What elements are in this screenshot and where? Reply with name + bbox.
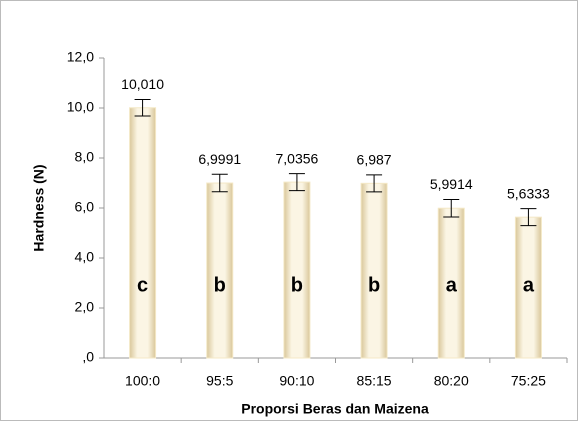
- x-axis-title: Proporsi Beras dan Maizena: [241, 401, 429, 417]
- bar: [283, 181, 311, 359]
- significance-letter: a: [523, 274, 535, 296]
- significance-letter: b: [368, 274, 380, 296]
- y-tick-label: 4,0: [75, 249, 95, 265]
- bar: [437, 207, 465, 359]
- y-tick-label: 8,0: [75, 149, 95, 165]
- y-tick-label: 2,0: [75, 299, 95, 315]
- bar: [514, 216, 542, 359]
- significance-letter: b: [291, 274, 303, 296]
- y-tick-label: 6,0: [75, 199, 95, 215]
- error-bar: [366, 174, 383, 193]
- x-tick-label: 95:5: [206, 373, 233, 389]
- error-bar: [520, 208, 537, 227]
- y-tick-label: ,0: [82, 349, 94, 365]
- significance-letter: c: [137, 274, 148, 296]
- value-label: 6,987: [357, 152, 392, 168]
- y-axis-title: Hardness (N): [31, 164, 47, 251]
- x-tick-label: 100:0: [125, 373, 160, 389]
- significance-letter: b: [214, 274, 226, 296]
- value-label: 7,0356: [276, 150, 319, 166]
- bar: [206, 182, 234, 359]
- y-tick-label: 10,0: [67, 99, 94, 115]
- significance-letter: a: [446, 274, 458, 296]
- value-label: 5,6333: [507, 185, 550, 201]
- x-tick-label: 90:10: [279, 373, 314, 389]
- value-label: 5,9914: [430, 176, 473, 192]
- x-tick-label: 80:20: [434, 373, 469, 389]
- bar: [129, 107, 157, 359]
- x-tick-label: 75:25: [511, 373, 546, 389]
- value-label: 10,010: [121, 76, 164, 92]
- y-tick-label: 12,0: [67, 49, 94, 65]
- x-tick-label: 85:15: [357, 373, 392, 389]
- error-bar: [288, 173, 305, 192]
- bar: [360, 182, 388, 359]
- error-bar: [134, 99, 151, 117]
- value-label: 6,9991: [198, 151, 241, 167]
- error-bar: [443, 198, 460, 218]
- error-bar: [211, 173, 228, 193]
